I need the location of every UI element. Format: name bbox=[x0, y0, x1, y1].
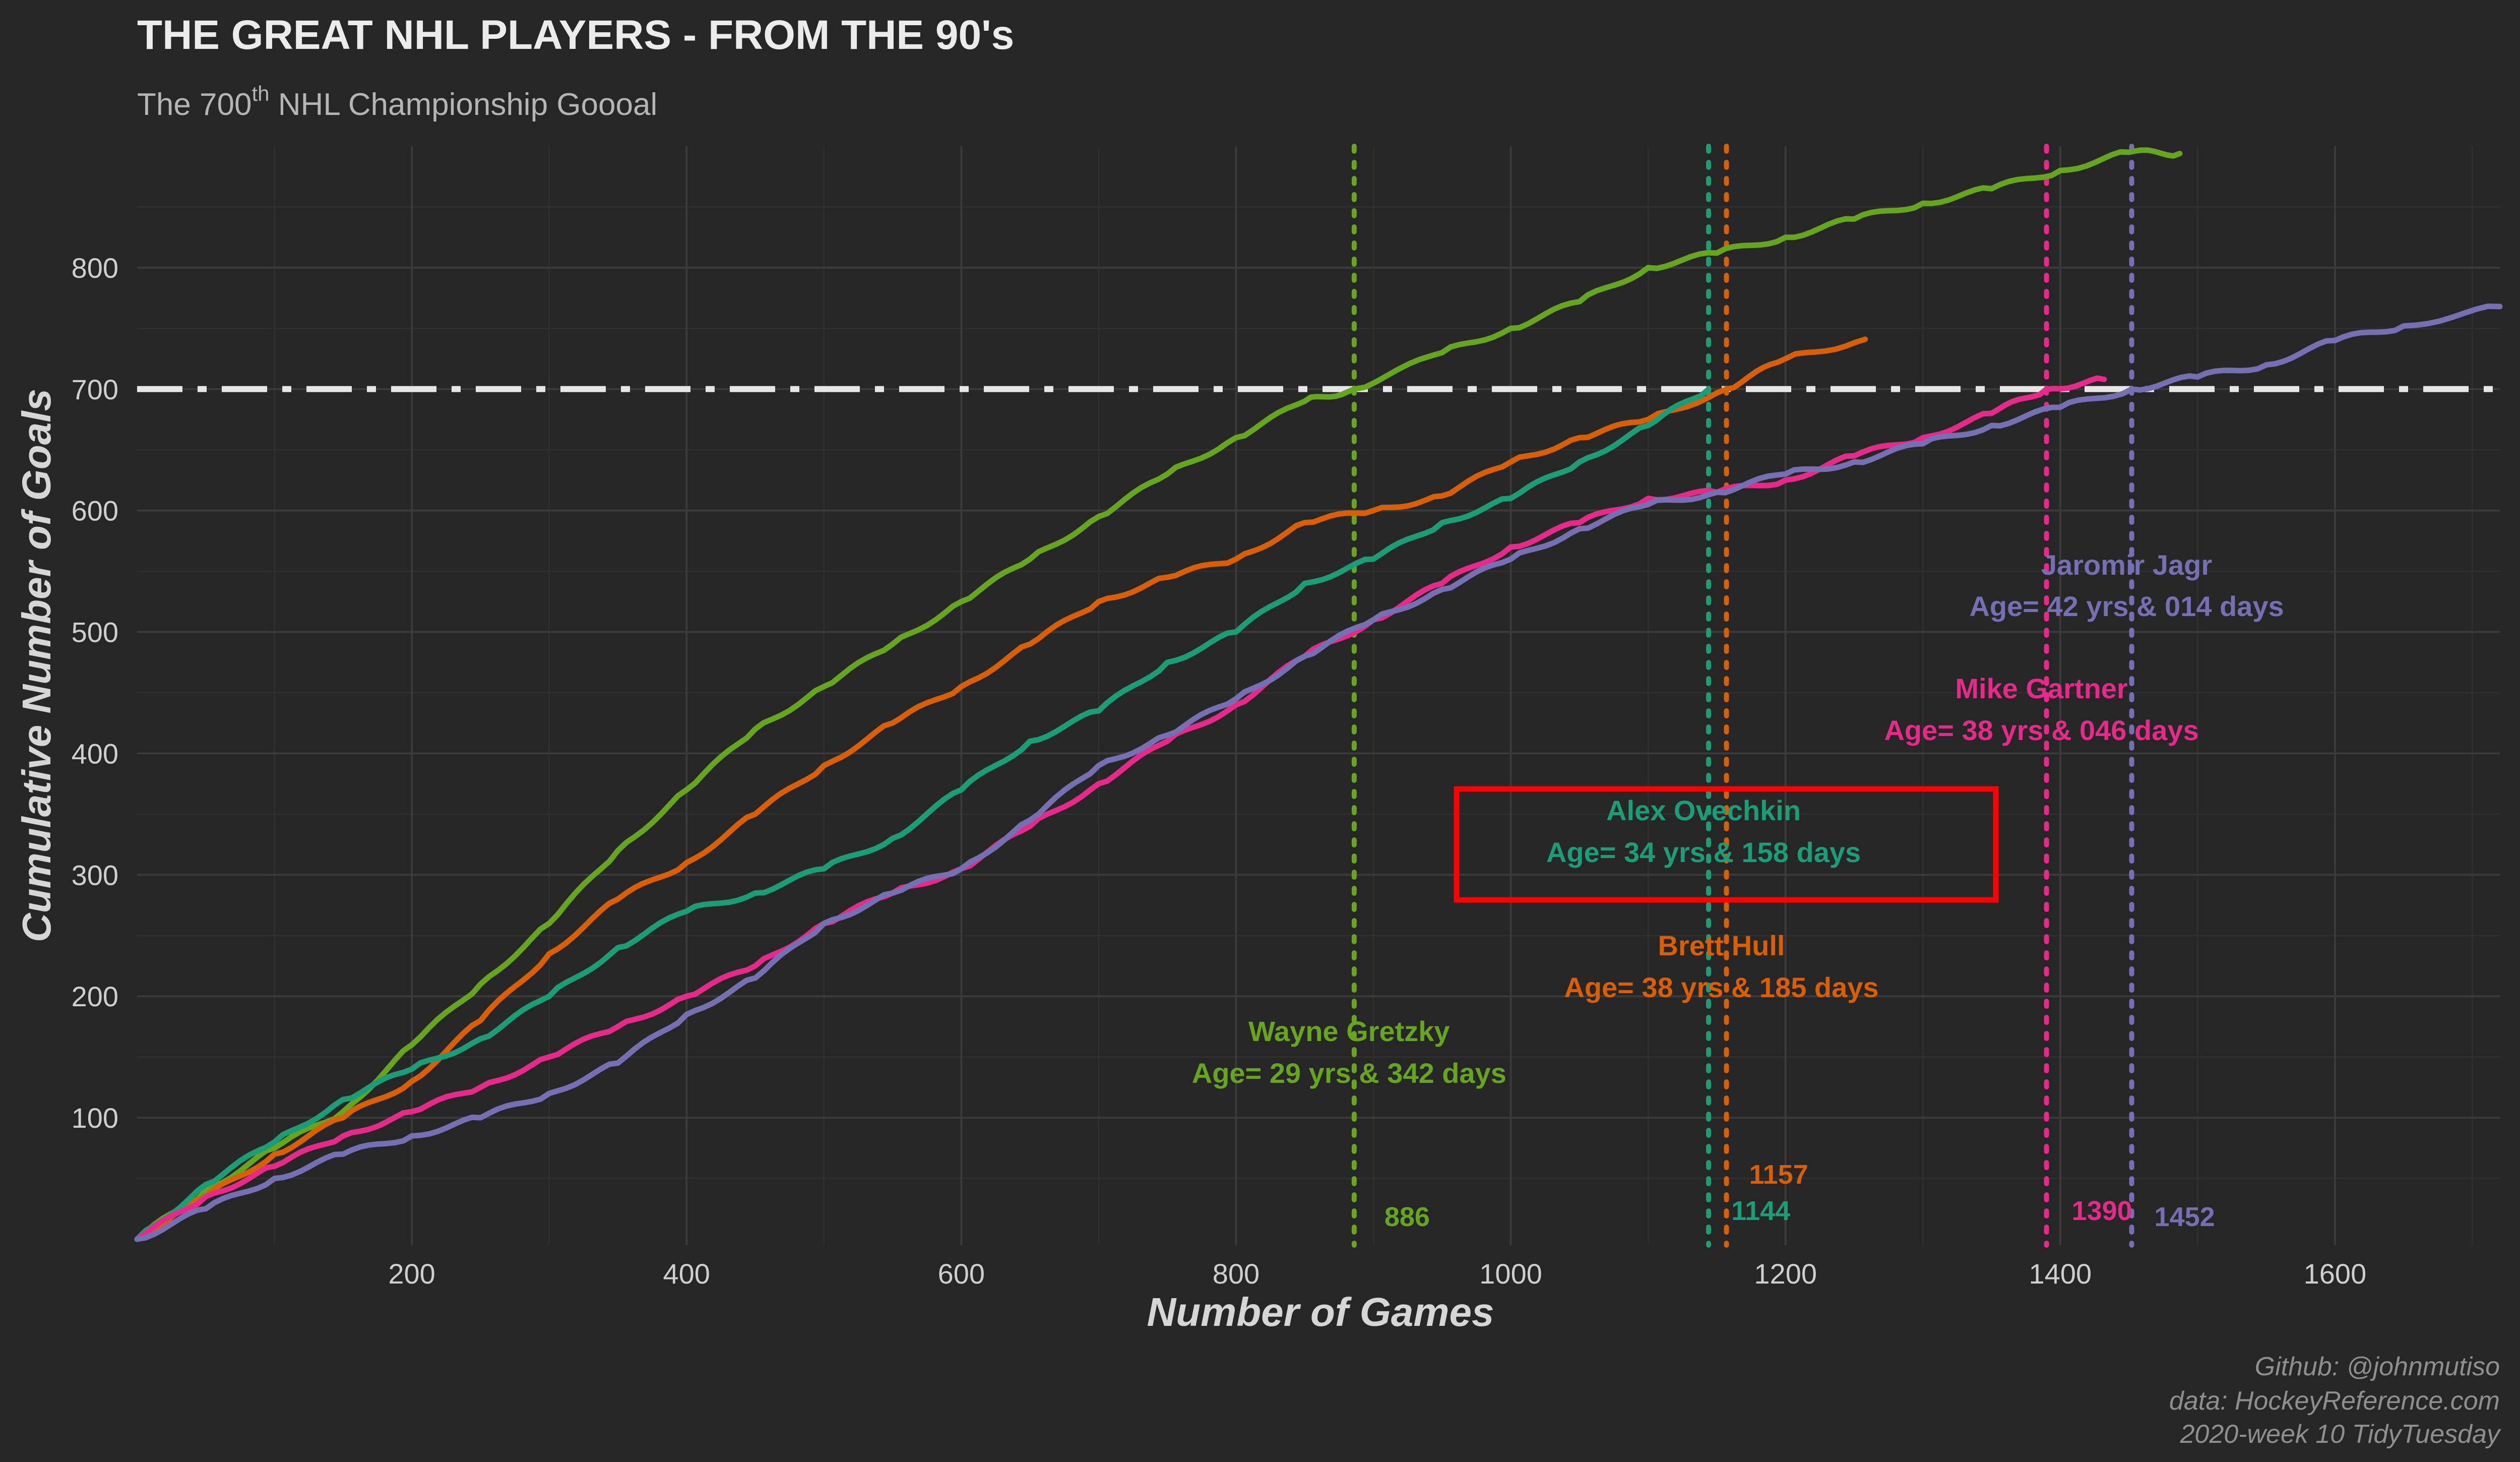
milestone-game-label: 1390 bbox=[2072, 1196, 2132, 1226]
caption-github: Github: @johnmutiso bbox=[2255, 1352, 2500, 1381]
milestone-game-label: 1452 bbox=[2155, 1202, 2215, 1232]
chart-subtitle: The 700th NHL Championship Goooal bbox=[137, 82, 657, 122]
y-tick-label: 100 bbox=[72, 1102, 118, 1134]
series-age-label: Age= 29 yrs & 342 days bbox=[1192, 1057, 1506, 1089]
milestone-lines bbox=[1351, 144, 2134, 1248]
highlight-box bbox=[1454, 786, 1999, 903]
y-tick-label: 300 bbox=[72, 859, 118, 891]
x-tick-label: 1200 bbox=[1754, 1258, 1817, 1290]
y-tick-label: 800 bbox=[72, 252, 118, 284]
chart-title: THE GREAT NHL PLAYERS - FROM THE 90's bbox=[137, 12, 1014, 58]
milestone-game-label: 1157 bbox=[1749, 1160, 1808, 1190]
axis-ticks: 200 400 600 800 1000 1200 1400 1600 100 200 300 400… bbox=[72, 252, 2367, 1290]
y-tick-label: 700 bbox=[72, 374, 118, 405]
series-lines bbox=[134, 147, 2503, 1242]
series-name-label: Wayne Gretzky bbox=[1248, 1015, 1450, 1047]
x-tick-label: 400 bbox=[663, 1258, 710, 1290]
series-age-label: Age= 38 yrs & 185 days bbox=[1564, 971, 1878, 1003]
x-tick-label: 1400 bbox=[2029, 1258, 2092, 1290]
x-tick-label: 800 bbox=[1213, 1258, 1259, 1290]
series-line bbox=[134, 147, 2183, 1242]
series-name-label: Jaromir Jagr bbox=[2041, 549, 2212, 581]
series-name-label: Mike Gartner bbox=[1955, 673, 2127, 704]
y-tick-label: 600 bbox=[72, 495, 118, 527]
y-tick-label: 200 bbox=[72, 981, 118, 1012]
x-tick-label: 1000 bbox=[1479, 1258, 1542, 1290]
x-tick-label: 200 bbox=[388, 1258, 435, 1290]
milestone-game-label: 886 bbox=[1384, 1202, 1430, 1232]
series-age-label: Age= 42 yrs & 014 days bbox=[1969, 590, 2284, 622]
series-name-label: Alex Ovechkin bbox=[1606, 795, 1801, 826]
y-axis-label: Cumulative Number of Goals bbox=[14, 389, 59, 942]
series-line bbox=[134, 303, 2503, 1242]
x-axis-label: Number of Games bbox=[1147, 1290, 1494, 1334]
series-labels: Wayne Gretzky Age= 29 yrs & 342 days 886 Br… bbox=[1192, 549, 2284, 1232]
series-line bbox=[134, 386, 1712, 1242]
y-tick-label: 400 bbox=[72, 738, 118, 769]
x-tick-label: 600 bbox=[938, 1258, 985, 1290]
milestone-game-label: 1144 bbox=[1731, 1196, 1790, 1226]
series-line bbox=[134, 375, 2107, 1242]
series-age-label: Age= 34 yrs & 158 days bbox=[1546, 836, 1861, 868]
y-tick-label: 500 bbox=[72, 617, 118, 648]
caption-week: 2020-week 10 TidyTuesday bbox=[2180, 1420, 2501, 1449]
series-line bbox=[134, 336, 1868, 1242]
caption-data-source: data: HockeyReference.com bbox=[2169, 1386, 2500, 1416]
x-tick-label: 1600 bbox=[2304, 1258, 2367, 1290]
series-name-label: Brett Hull bbox=[1658, 930, 1785, 961]
series-age-label: Age= 38 yrs & 046 days bbox=[1884, 714, 2198, 746]
